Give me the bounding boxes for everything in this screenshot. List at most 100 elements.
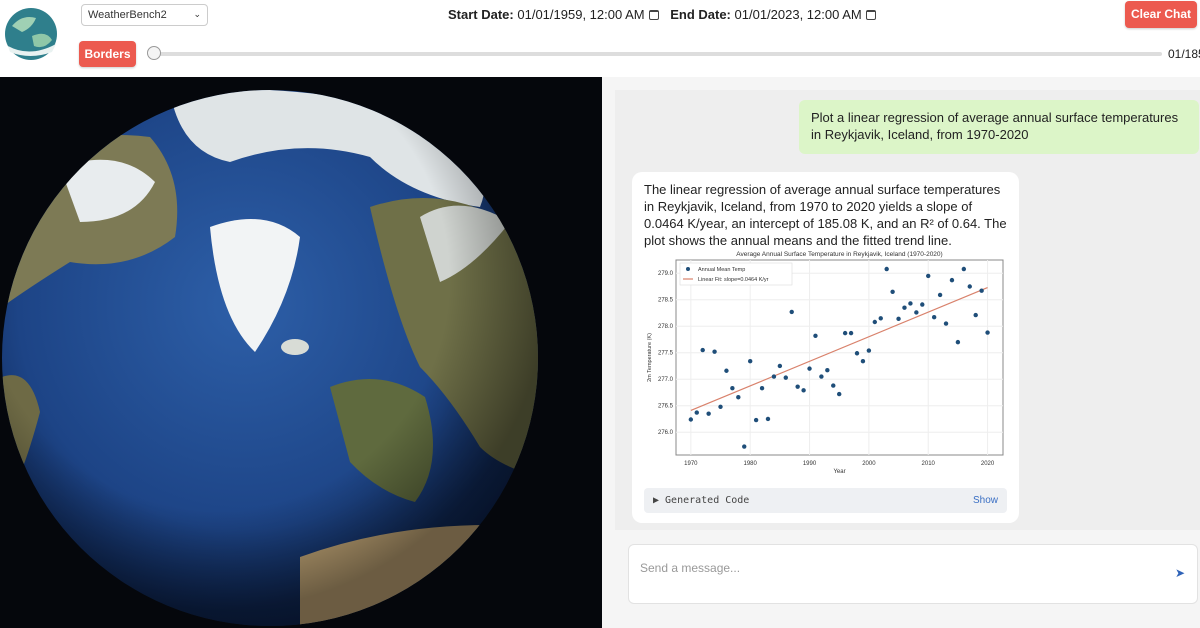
y-tick-label: 276.0	[658, 430, 674, 436]
data-point	[943, 321, 949, 326]
data-point	[718, 404, 723, 409]
data-point	[866, 348, 872, 353]
data-point	[931, 315, 937, 320]
data-point	[979, 288, 984, 293]
data-point	[765, 416, 771, 422]
earth-globe	[2, 90, 538, 626]
chat-messages: Plot a linear regression of average annu…	[615, 90, 1200, 530]
data-point	[985, 330, 990, 335]
data-point	[884, 266, 889, 272]
x-tick-label: 2010	[922, 461, 936, 467]
send-icon[interactable]: ➤	[1174, 566, 1185, 580]
dataset-select[interactable]: WeatherBench2 ⌄	[81, 4, 208, 26]
data-point	[742, 444, 747, 449]
borders-button[interactable]: Borders	[79, 41, 136, 67]
message-input[interactable]: Send a message... ➤	[628, 544, 1198, 604]
data-point	[908, 301, 913, 306]
clear-chat-button[interactable]: Clear Chat	[1125, 1, 1197, 28]
calendar-icon[interactable]	[865, 10, 876, 20]
x-tick-label: 1990	[803, 461, 817, 467]
data-point	[777, 363, 783, 369]
data-point	[783, 375, 788, 380]
data-point	[688, 417, 694, 422]
regression-chart: 1970 1980 1990 2000 2010 2020 276.0 276.5 277.0 2…	[647, 251, 1004, 475]
x-axis-label: Year	[833, 469, 845, 475]
plot-area	[675, 259, 1004, 456]
y-tick-label: 276.5	[658, 404, 674, 410]
y-axis-label: 2m Temperature (K)	[647, 333, 653, 382]
data-point	[872, 319, 878, 325]
data-point	[878, 316, 883, 321]
data-point	[961, 266, 967, 272]
data-point	[706, 411, 711, 416]
data-point	[854, 351, 860, 356]
data-point	[700, 347, 705, 353]
top-toolbar: WeatherBench2 ⌄ Start Date: 01/01/1959, 1…	[0, 0, 1200, 76]
data-point	[759, 386, 765, 391]
data-point	[819, 374, 824, 379]
data-point	[967, 284, 972, 289]
x-tick-label: 2000	[862, 461, 876, 467]
generated-code-label: ▶ Generated Code	[653, 495, 750, 506]
chevron-down-icon: ⌄	[193, 9, 201, 19]
data-point	[896, 316, 901, 322]
data-point	[848, 330, 854, 336]
globe-view[interactable]	[0, 77, 602, 628]
data-point	[730, 386, 735, 391]
user-message: Plot a linear regression of average annu…	[799, 100, 1199, 154]
time-slider-track[interactable]	[150, 52, 1162, 56]
data-point	[736, 395, 741, 400]
end-date-input[interactable]: 01/01/2023, 12:00 AM	[734, 7, 862, 22]
data-point	[842, 330, 848, 336]
chat-panel: Plot a linear regression of average annu…	[602, 77, 1200, 628]
chart-title: Average Annual Surface Temperature in Re…	[736, 251, 942, 258]
app-logo	[5, 8, 57, 60]
legend-box	[679, 262, 793, 286]
dataset-value: WeatherBench2	[88, 9, 167, 21]
start-date-input[interactable]: 01/01/1959, 12:00 AM	[517, 7, 645, 22]
generated-code-toggle[interactable]: ▶ Generated Code Show	[644, 488, 1007, 513]
y-tick-label: 278.5	[658, 298, 674, 304]
y-tick-label: 279.0	[658, 271, 674, 277]
data-point	[747, 359, 753, 364]
data-point	[837, 391, 842, 397]
data-point	[795, 384, 800, 389]
data-point	[890, 289, 895, 294]
assistant-message-text: The linear regression of average annual …	[644, 182, 1007, 248]
date-range: Start Date: 01/01/1959, 12:00 AM End Dat…	[448, 7, 884, 22]
data-point	[937, 292, 943, 298]
frame-counter: 01/185	[1168, 47, 1200, 61]
data-point	[712, 349, 717, 354]
data-point	[724, 368, 729, 373]
message-placeholder: Send a message...	[640, 561, 741, 575]
data-point	[807, 366, 812, 371]
calendar-icon[interactable]	[648, 10, 659, 20]
show-code-button[interactable]: Show	[972, 495, 998, 506]
x-tick-label: 1980	[744, 461, 758, 467]
data-point	[753, 417, 759, 423]
end-date-label: End Date:	[670, 7, 731, 22]
data-point	[914, 310, 919, 315]
data-point	[973, 312, 978, 318]
data-point	[860, 359, 866, 364]
legend-label: Annual Mean Temp	[698, 267, 745, 273]
data-point	[949, 277, 955, 283]
data-point	[926, 273, 931, 279]
data-point	[789, 309, 794, 315]
x-tick-label: 1970	[684, 461, 698, 467]
legend-marker	[686, 267, 690, 271]
data-point	[771, 374, 777, 379]
time-slider-thumb[interactable]	[147, 46, 161, 60]
data-point	[694, 410, 699, 415]
x-tick-label: 2020	[981, 461, 995, 467]
data-point	[831, 383, 836, 388]
fit-line	[690, 287, 988, 412]
data-point	[813, 333, 818, 338]
data-point	[902, 305, 907, 310]
data-point	[825, 368, 830, 373]
data-point	[920, 302, 925, 307]
y-tick-label: 278.0	[658, 324, 674, 330]
y-tick-label: 277.5	[658, 351, 674, 357]
data-point	[955, 339, 961, 345]
data-point	[801, 388, 806, 393]
